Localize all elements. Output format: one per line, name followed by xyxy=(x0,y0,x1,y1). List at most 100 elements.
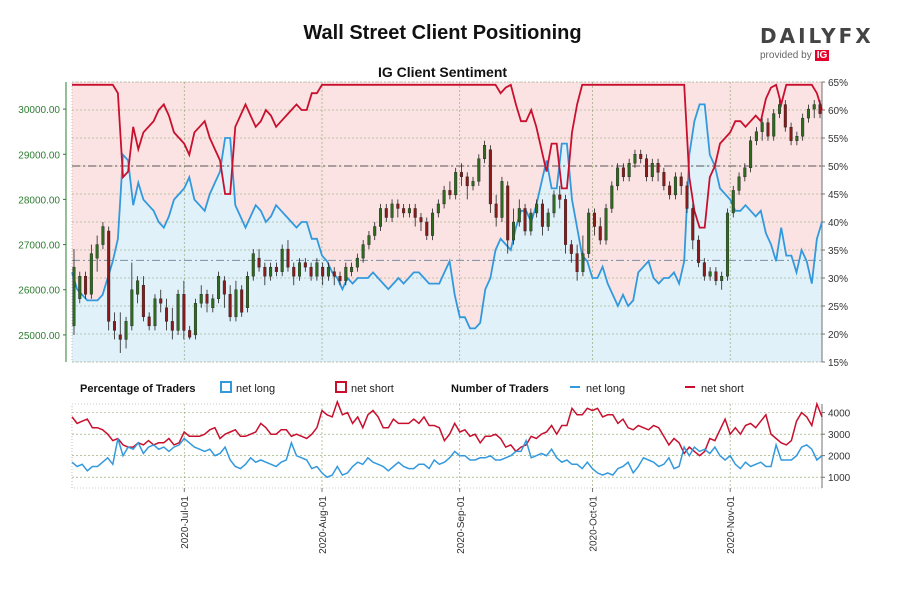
candle-body xyxy=(702,262,706,277)
candle-body xyxy=(355,257,359,268)
candle-body xyxy=(147,316,151,327)
candle-body xyxy=(708,271,712,277)
logo-provided-by: provided by xyxy=(760,50,812,61)
lower-frame xyxy=(71,403,823,489)
right-axis-tick-label: 50% xyxy=(828,162,848,173)
candle-body xyxy=(454,172,458,196)
candle-body xyxy=(749,140,753,169)
candle-body xyxy=(419,217,423,223)
candle-body xyxy=(483,145,487,159)
net-short-area xyxy=(72,82,822,329)
candle-body xyxy=(512,221,516,241)
chart-subtitle: IG Client Sentiment xyxy=(377,64,508,80)
candle-body xyxy=(459,172,463,178)
legend-row: Percentage of Traders net long net short… xyxy=(80,381,744,395)
candle-body xyxy=(679,176,683,187)
candle-body xyxy=(581,253,585,272)
candle-body xyxy=(72,266,76,327)
candle-body xyxy=(662,172,666,187)
candle-body xyxy=(801,117,805,137)
candle-body xyxy=(384,208,388,218)
candle-body xyxy=(546,212,550,227)
candle-body xyxy=(263,266,267,277)
candle-body xyxy=(731,190,735,214)
candle-body xyxy=(668,185,672,196)
dailyfx-logo: DAILYFX provided by IG xyxy=(760,24,871,61)
right-axis-tick-label: 25% xyxy=(828,302,848,313)
right-axis-tick-label: 40% xyxy=(828,218,848,229)
x-axis-tick-label: 2020-Jul-01 xyxy=(180,496,191,549)
candle-body xyxy=(436,203,440,214)
candle-body xyxy=(321,266,325,277)
legend-percentage-label: Percentage of Traders xyxy=(80,383,196,395)
candle-body xyxy=(107,230,111,322)
candle-body xyxy=(725,212,729,277)
right-axis-tick-label: 20% xyxy=(828,330,848,341)
candle-body xyxy=(529,212,533,232)
candle-body xyxy=(720,275,724,281)
candle-body xyxy=(673,176,677,196)
candle-body xyxy=(558,194,562,200)
candle-body xyxy=(778,104,782,114)
candle-body xyxy=(477,158,481,182)
candle-body xyxy=(112,321,116,331)
candle-body xyxy=(205,294,209,304)
candle-body xyxy=(286,248,290,268)
candle-body xyxy=(448,190,452,196)
candle-body xyxy=(188,330,192,338)
candle-body xyxy=(714,271,718,281)
logo-text: DAILYFX xyxy=(760,24,871,48)
candle-body xyxy=(766,122,770,137)
candle-body xyxy=(587,212,591,254)
candle-body xyxy=(425,221,429,236)
right-axis-tick-label: 45% xyxy=(828,190,848,201)
lower-right-axis-tick-label: 3000 xyxy=(828,430,851,441)
candle-body xyxy=(344,266,348,281)
right-axis-tick-label: 30% xyxy=(828,274,848,285)
candle-body xyxy=(407,208,411,214)
legend-pct-long-swatch xyxy=(220,381,232,393)
candle-body xyxy=(760,122,764,132)
candle-body xyxy=(540,203,544,227)
candle-body xyxy=(159,298,163,304)
candle-body xyxy=(500,181,504,218)
candle-body xyxy=(783,104,787,128)
candle-body xyxy=(361,244,365,259)
left-axis-tick-label: 27000.00 xyxy=(18,241,60,252)
legend-num-short-label: net short xyxy=(701,383,744,395)
logo-wordmark: DAILYFX xyxy=(760,24,874,48)
candle-body xyxy=(326,266,330,277)
candle-body xyxy=(350,266,354,272)
candle-body xyxy=(165,307,169,322)
candle-body xyxy=(616,167,620,187)
candle-body xyxy=(170,321,174,331)
candle-body xyxy=(639,154,643,159)
candle-body xyxy=(217,275,221,299)
candle-body xyxy=(691,208,695,241)
candle-body xyxy=(234,289,238,318)
lower-right-axis-tick-label: 1000 xyxy=(828,473,851,484)
candle-body xyxy=(309,266,313,277)
candle-body xyxy=(402,208,406,214)
candle-body xyxy=(471,181,475,187)
left-axis-tick-label: 26000.00 xyxy=(18,286,60,297)
left-axis-tick-label: 25000.00 xyxy=(18,331,60,342)
candle-body xyxy=(806,108,810,119)
candle-body xyxy=(101,226,105,245)
candle-body xyxy=(743,167,747,178)
candle-body xyxy=(627,163,631,178)
candle-body xyxy=(413,208,417,218)
upper-frame xyxy=(71,81,823,363)
right-axis-tick-label: 65% xyxy=(828,78,848,89)
candle-body xyxy=(257,257,261,268)
legend-number-label: Number of Traders xyxy=(451,383,549,395)
candle-body xyxy=(604,208,608,241)
candle-body xyxy=(274,266,278,272)
candle-body xyxy=(737,176,741,191)
net-long-traders-line xyxy=(71,437,823,479)
upper-panel: 65% 60% 55% 50% 45% 40% 35% 30% 25% 20% 15% 30000.0… xyxy=(18,78,848,369)
candle-body xyxy=(298,262,302,277)
candle-body xyxy=(367,235,371,245)
candle-body xyxy=(564,199,568,245)
